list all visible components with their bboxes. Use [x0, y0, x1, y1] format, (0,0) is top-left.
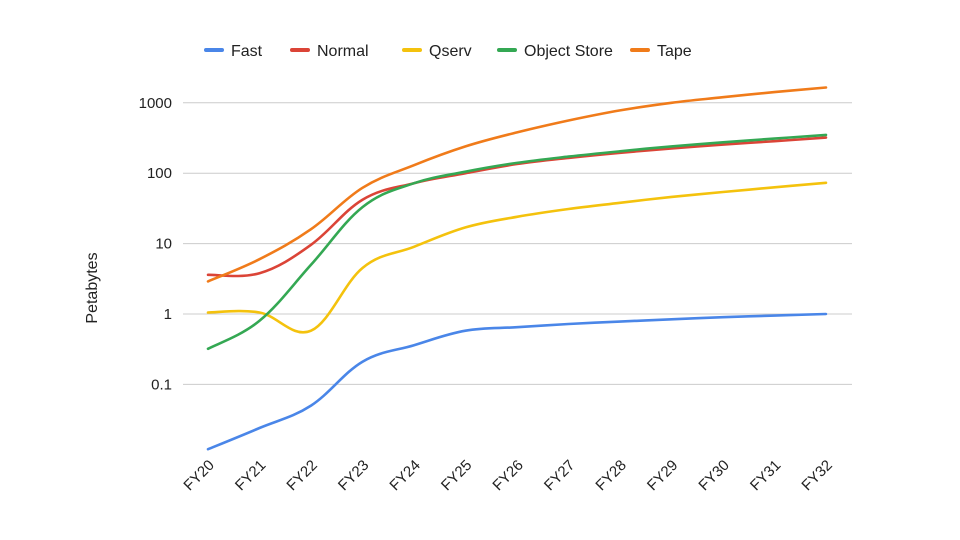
- x-tick-label: FY27: [541, 457, 578, 494]
- y-axis-title: Petabytes: [84, 252, 101, 323]
- x-tick-label: FY23: [335, 457, 372, 494]
- legend-label-fast: Fast: [231, 43, 263, 60]
- y-tick-label: 1: [164, 306, 172, 323]
- x-tick-label: FY31: [747, 457, 784, 494]
- y-tick-label: 1000: [139, 95, 172, 112]
- series-line-normal: [206, 136, 828, 278]
- y-tick-label: 0.1: [151, 376, 172, 393]
- y-axis-ticks: 0.1 1 10 100 1000: [139, 95, 172, 394]
- x-tick-label: FY20: [180, 457, 217, 494]
- series-lines: [206, 86, 828, 451]
- legend-label-object-store: Object Store: [524, 43, 613, 60]
- x-tick-label: FY28: [592, 457, 629, 494]
- legend: Fast Normal Qserv Object Store Tape: [204, 43, 692, 60]
- y-tick-label: 100: [147, 165, 172, 182]
- x-tick-label: FY29: [644, 457, 681, 494]
- x-tick-label: FY24: [386, 457, 423, 494]
- series-line-qserv: [206, 181, 828, 334]
- x-tick-label: FY32: [798, 457, 835, 494]
- legend-label-normal: Normal: [317, 43, 369, 60]
- x-tick-label: FY21: [232, 457, 269, 494]
- series-line-fast: [206, 312, 828, 451]
- x-tick-label: FY25: [438, 457, 475, 494]
- x-tick-label: FY22: [283, 457, 320, 494]
- x-tick-label: FY26: [489, 457, 526, 494]
- x-tick-label: FY30: [695, 457, 732, 494]
- gridlines: [183, 102, 852, 385]
- legend-label-qserv: Qserv: [429, 43, 472, 60]
- legend-label-tape: Tape: [657, 43, 692, 60]
- x-axis-ticks: FY20 FY21 FY22 FY23 FY24 FY25 FY26 FY27 FY28 FY29…: [180, 457, 835, 494]
- y-tick-label: 10: [155, 236, 172, 253]
- series-line-tape: [206, 86, 828, 283]
- series-line-object-store: [206, 133, 828, 351]
